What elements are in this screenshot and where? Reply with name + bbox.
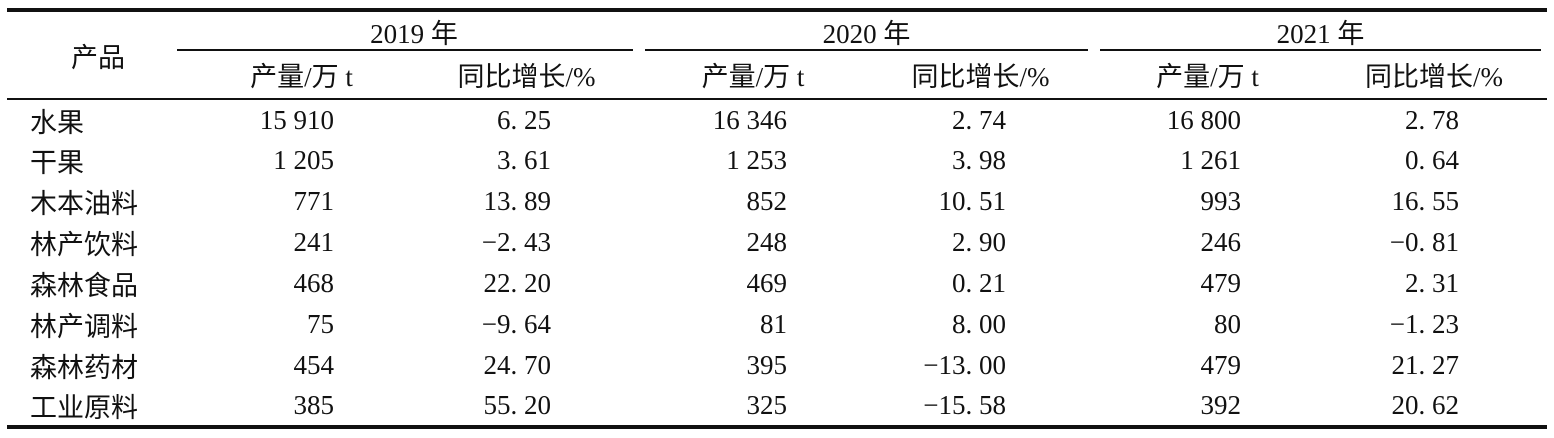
value-cell: −9. 64 [481, 309, 551, 339]
value-cell: 771 [293, 186, 335, 216]
value-cell: −0. 81 [1389, 227, 1459, 257]
value-cell: −13. 00 [923, 350, 1006, 380]
value-cell: 3. 61 [497, 145, 551, 175]
value-cell: 1 205 [273, 145, 334, 175]
table-row: 森林药材 454 24. 70 395 −13. 00 479 21. 27 [7, 345, 1547, 386]
value-cell: 2. 90 [952, 227, 1006, 257]
value-cell: 20. 62 [1391, 390, 1460, 420]
product-column-header: 产品 [7, 10, 189, 100]
value-cell: 8. 00 [952, 309, 1006, 339]
value-cell: 0. 21 [952, 268, 1006, 298]
table-row: 水果 15 910 6. 25 16 346 2. 74 16 800 2. 7… [7, 99, 1547, 140]
page: 产品 2019 年 2020 年 2021 年 产量/万 t 同比增长/% 产量… [7, 8, 1547, 429]
value-cell: 0. 64 [1405, 145, 1459, 175]
subheader-row: 产量/万 t 同比增长/% 产量/万 t 同比增长/% 产量/万 t 同比增长/… [7, 51, 1547, 100]
year-header-row: 产品 2019 年 2020 年 2021 年 [7, 10, 1547, 100]
product-name-cell: 工业原料 [30, 393, 138, 423]
value-cell: 1 261 [1180, 145, 1241, 175]
product-name-cell: 森林食品 [30, 271, 138, 301]
subheader-2021-production: 产量/万 t [1094, 51, 1321, 100]
subheader-2021-growth: 同比增长/% [1321, 51, 1547, 100]
value-cell: 385 [293, 390, 335, 420]
value-cell: 993 [1200, 186, 1242, 216]
subheader-2019-production: 产量/万 t [189, 51, 414, 100]
subheader-2020-production: 产量/万 t [639, 51, 867, 100]
value-cell: 15 910 [259, 104, 334, 135]
table-row: 林产调料 75 −9. 64 81 8. 00 80 −1. 23 [7, 304, 1547, 345]
year-header-2021: 2021 年 [1094, 10, 1547, 51]
value-cell: 454 [293, 350, 335, 380]
value-cell: −1. 23 [1389, 309, 1459, 339]
table-body: 水果 15 910 6. 25 16 346 2. 74 16 800 2. 7… [7, 99, 1547, 427]
value-cell: 3. 98 [952, 145, 1006, 175]
table-header: 产品 2019 年 2020 年 2021 年 产量/万 t 同比增长/% 产量… [7, 10, 1547, 100]
subheader-2019-growth: 同比增长/% [414, 51, 639, 100]
table-row: 工业原料 385 55. 20 325 −15. 58 392 20. 62 [7, 386, 1547, 427]
production-growth-table: 产品 2019 年 2020 年 2021 年 产量/万 t 同比增长/% 产量… [7, 8, 1547, 429]
value-cell: 21. 27 [1391, 350, 1460, 380]
product-name-cell: 林产饮料 [30, 230, 138, 260]
value-cell: 479 [1200, 268, 1242, 298]
value-cell: 80 [1214, 309, 1241, 339]
value-cell: 16 800 [1166, 104, 1241, 135]
subheader-2020-growth: 同比增长/% [867, 51, 1094, 100]
year-header-2019: 2019 年 [177, 10, 639, 51]
value-cell: 75 [307, 309, 334, 339]
value-cell: 852 [746, 186, 788, 216]
value-cell: 22. 20 [483, 268, 552, 298]
product-name-cell: 林产调料 [30, 312, 138, 342]
value-cell: −15. 58 [923, 390, 1006, 420]
table-row: 森林食品 468 22. 20 469 0. 21 479 2. 31 [7, 263, 1547, 304]
table-row: 木本油料 771 13. 89 852 10. 51 993 16. 55 [7, 181, 1547, 222]
value-cell: 2. 31 [1405, 268, 1459, 298]
year-header-2020: 2020 年 [639, 10, 1094, 51]
value-cell: 2. 74 [952, 104, 1006, 135]
table-row: 干果 1 205 3. 61 1 253 3. 98 1 261 0. 64 [7, 140, 1547, 181]
value-cell: 395 [746, 350, 788, 380]
value-cell: 16. 55 [1391, 186, 1460, 216]
value-cell: 10. 51 [938, 186, 1007, 216]
value-cell: 469 [746, 268, 788, 298]
value-cell: 468 [293, 268, 335, 298]
value-cell: 248 [746, 227, 788, 257]
value-cell: 55. 20 [483, 390, 552, 420]
value-cell: −2. 43 [481, 227, 551, 257]
value-cell: 24. 70 [483, 350, 552, 380]
table-row: 林产饮料 241 −2. 43 248 2. 90 246 −0. 81 [7, 222, 1547, 263]
product-name-cell: 水果 [30, 107, 84, 138]
value-cell: 241 [293, 227, 335, 257]
product-name-cell: 木本油料 [30, 189, 138, 219]
value-cell: 1 253 [726, 145, 787, 175]
value-cell: 6. 25 [497, 104, 551, 135]
value-cell: 16 346 [712, 104, 787, 135]
value-cell: 13. 89 [483, 186, 552, 216]
value-cell: 246 [1200, 227, 1242, 257]
value-cell: 325 [746, 390, 788, 420]
product-name-cell: 森林药材 [30, 353, 138, 383]
product-name-cell: 干果 [30, 148, 84, 178]
value-cell: 81 [760, 309, 787, 339]
value-cell: 2. 78 [1405, 104, 1459, 135]
value-cell: 392 [1200, 390, 1242, 420]
value-cell: 479 [1200, 350, 1242, 380]
